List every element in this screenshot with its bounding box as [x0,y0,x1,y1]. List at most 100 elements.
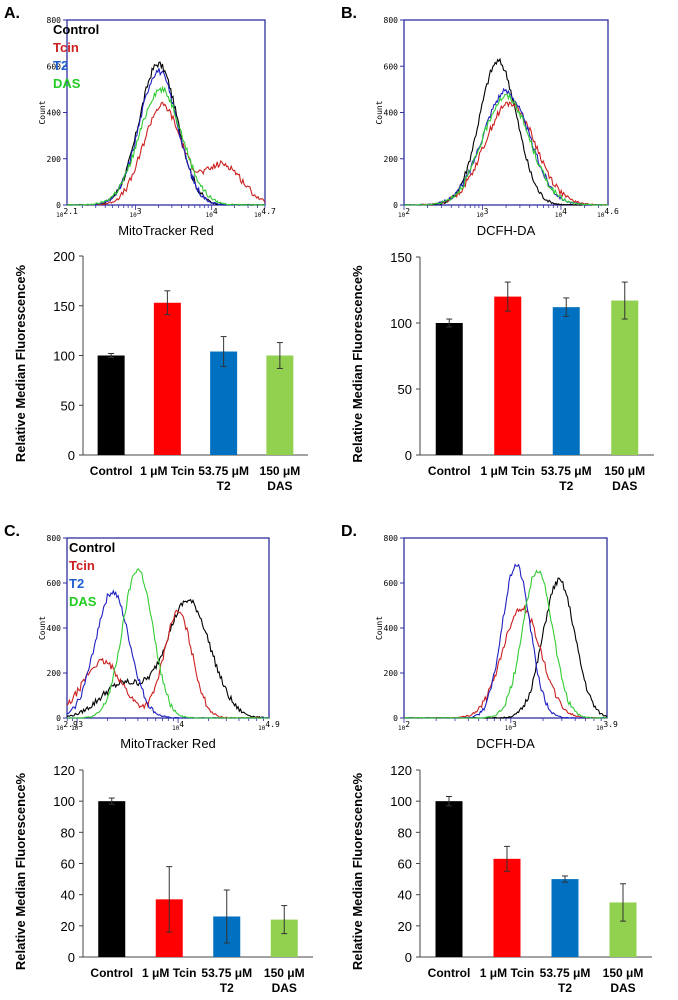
hist-x-tick-label: 103 [505,720,517,732]
hist-y-tick-label: 800 [47,534,62,543]
hist-y-tick-label: 800 [47,16,62,25]
bar-category-label: Control [90,464,133,478]
bar-y-tick-label: 120 [53,763,75,778]
panel-a: A. 0 200 400 600 800 102.1 103 104 104.7 Count Mito… [4,5,308,493]
hist-x-tick-label: 104.7 [254,207,276,219]
hist-y-tick-label: 200 [384,669,399,678]
hist-y-tick-label: 400 [47,109,62,118]
legend-entry-t2: T2 [53,58,68,73]
panel-label: B. [341,5,357,22]
histogram-curve-control [403,577,608,719]
bar-category-label: Control [428,966,471,980]
hist-y-tick-label: 400 [384,624,399,633]
hist-x-tick-label: 104 [206,207,218,219]
histogram-frame [66,19,266,206]
hist-y-tick-label: 200 [47,155,62,164]
bar-category-label: 53.75 μM [540,966,591,980]
histogram-curve-das [67,567,270,719]
bar-y-tick-label: 150 [390,250,412,265]
bar-y-tick-label: 50 [61,398,75,413]
bar-2 [551,879,579,957]
bar-y-tick-label: 200 [53,249,75,264]
legend-entry-das: DAS [53,76,81,91]
bar-category-label: 53.75 μM [541,464,592,478]
hist-x-tick-label: 104 [172,720,184,732]
bar-y-tick-label: 100 [390,316,412,331]
bar-category-label: DAS [272,981,297,995]
bar-category-label: 1 μM Tcin [480,966,534,980]
hist-y-tick-label: 200 [384,155,399,164]
bar-y-tick-label: 80 [61,825,75,840]
histogram-curve-das [404,569,608,719]
hist-y-tick-label: 0 [56,714,61,723]
bar-3 [611,300,639,455]
histogram-curve-control [66,598,270,719]
histogram-curve-das [66,85,266,206]
hist-y-axis-label: Count [38,616,47,640]
histogram-curve-das [403,92,609,206]
hist-y-tick-label: 400 [47,624,62,633]
hist-y-tick-label: 600 [47,62,62,71]
hist-x-tick-label: 103 [130,207,142,219]
hist-y-axis-label: Count [375,616,384,640]
bar-y-tick-label: 0 [68,950,75,965]
histogram-curve-tcin [403,100,608,206]
bar-category-label: DAS [610,981,635,995]
histogram-frame [66,537,270,719]
legend-entry-control: Control [69,540,115,555]
hist-y-tick-label: 400 [384,109,399,118]
bar-y-tick-label: 60 [398,857,412,872]
hist-x-axis-label: MitoTracker Red [120,736,216,751]
bar-1 [493,858,521,957]
hist-x-tick-label: 102.1 [56,207,78,219]
legend-entry-tcin: Tcin [69,558,95,573]
bar-category-label: 1 μM Tcin [140,464,194,478]
bar-category-label: 150 μM [260,464,301,478]
hist-x-axis-label: MitoTracker Red [118,223,214,238]
bar-y-tick-label: 80 [398,825,412,840]
bar-y-tick-label: 120 [390,763,412,778]
bar-y-axis-label: Relative Median Fluorescence% [13,772,28,970]
hist-x-axis-label: DCFH-DA [477,223,536,238]
bar-y-tick-label: 100 [53,349,75,364]
bar-y-axis-label: Relative Median Fluorescence% [13,264,28,462]
bar-3 [266,355,294,455]
legend-entry-t2: T2 [69,576,84,591]
hist-x-tick-label: 102 [398,207,410,219]
bar-y-tick-label: 40 [61,888,75,903]
bar-y-tick-label: 0 [68,448,75,463]
bar-1 [153,302,181,455]
bar-category-label: T2 [558,981,572,995]
histogram-curve-tcin [66,101,266,206]
hist-x-tick-label: 104.6 [597,207,619,219]
hist-y-tick-label: 0 [56,201,61,210]
bar-y-tick-label: 60 [61,857,75,872]
bar-category-label: 53.75 μM [201,966,252,980]
histogram-curve-control [67,61,266,206]
bar-y-tick-label: 0 [405,448,412,463]
hist-y-tick-label: 600 [384,62,399,71]
hist-x-axis-label: DCFH-DA [476,736,535,751]
hist-y-tick-label: 800 [384,534,399,543]
bar-category-label: T2 [217,479,231,493]
histogram-frame [403,19,609,206]
hist-x-tick-label: 104.9 [258,720,280,732]
hist-y-tick-label: 600 [47,579,62,588]
bar-category-label: 150 μM [264,966,305,980]
histogram-curve-tcin [403,604,608,719]
panel-label: A. [4,5,20,22]
hist-x-tick-label: 102 [398,720,410,732]
hist-x-tick-label: 104 [555,207,567,219]
hist-y-axis-label: Count [375,100,384,124]
hist-y-axis-label: Count [38,100,47,124]
hist-y-tick-label: 600 [384,579,399,588]
bar-category-label: 1 μM Tcin [481,464,535,478]
bar-y-tick-label: 100 [390,794,412,809]
histogram-curve-t2 [66,589,270,719]
hist-x-tick-label: 102.9 [56,720,78,732]
panel-d: D. 0 200 400 600 800 102 103 103.9 Count DCFH-DA 0 2… [341,523,652,995]
hist-y-tick-label: 0 [393,714,398,723]
bar-0 [435,801,463,957]
bar-1 [494,296,522,455]
bar-category-label: 150 μM [604,464,645,478]
